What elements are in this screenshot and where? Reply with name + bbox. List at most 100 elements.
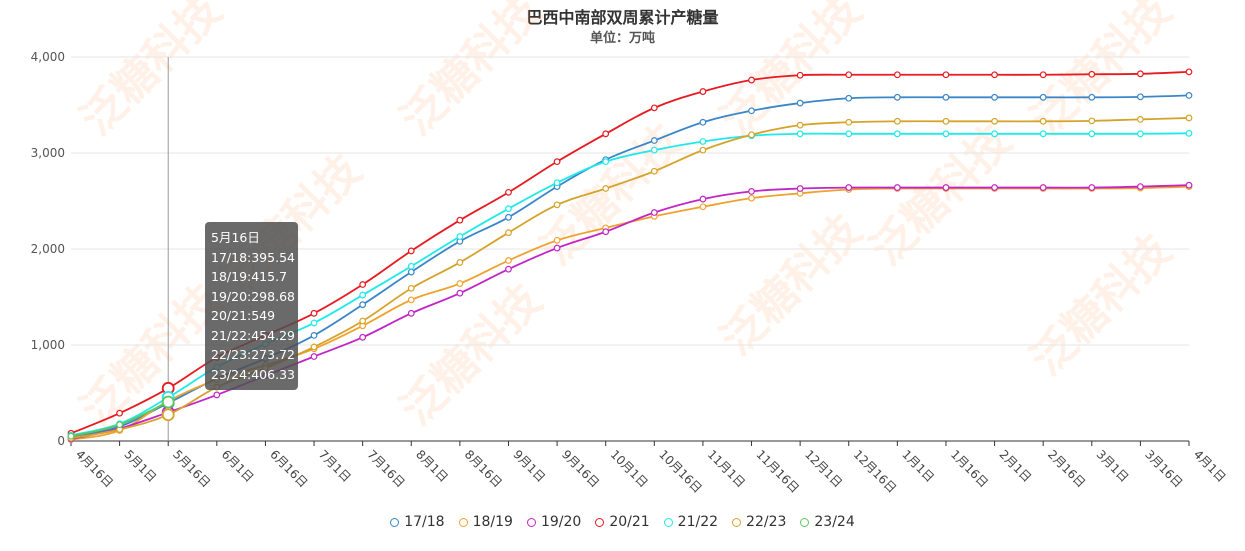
data-point[interactable] xyxy=(893,184,901,191)
data-point[interactable] xyxy=(893,93,901,101)
data-point[interactable] xyxy=(650,146,658,154)
data-point[interactable] xyxy=(699,138,707,145)
data-point[interactable] xyxy=(407,247,415,255)
data-point[interactable] xyxy=(748,107,755,115)
data-point[interactable] xyxy=(359,291,367,299)
data-point[interactable] xyxy=(1136,70,1144,78)
data-point[interactable] xyxy=(310,353,318,360)
data-point[interactable] xyxy=(991,71,998,79)
data-point[interactable] xyxy=(1185,114,1193,122)
data-point[interactable] xyxy=(748,187,755,195)
data-point[interactable] xyxy=(310,319,318,327)
data-point[interactable] xyxy=(1136,115,1144,123)
data-point[interactable] xyxy=(942,71,950,79)
data-point[interactable] xyxy=(456,259,464,266)
data-point[interactable] xyxy=(650,167,658,175)
data-point[interactable] xyxy=(1039,184,1047,191)
data-point[interactable] xyxy=(602,158,610,166)
data-point[interactable] xyxy=(796,185,804,192)
data-point[interactable] xyxy=(699,203,707,211)
data-point[interactable] xyxy=(553,158,561,166)
data-point[interactable] xyxy=(310,309,318,317)
data-point[interactable] xyxy=(796,130,804,138)
data-point[interactable] xyxy=(505,265,512,273)
data-point[interactable] xyxy=(116,409,124,417)
data-point[interactable] xyxy=(845,71,853,79)
data-point[interactable] xyxy=(1088,70,1096,78)
legend-item[interactable]: 17/18 xyxy=(390,514,445,530)
data-point[interactable] xyxy=(942,93,950,101)
data-point[interactable] xyxy=(553,179,561,187)
data-point[interactable] xyxy=(650,209,658,216)
data-point[interactable] xyxy=(893,71,901,79)
data-point[interactable] xyxy=(359,281,367,288)
data-point[interactable] xyxy=(942,130,950,138)
data-point[interactable] xyxy=(796,121,804,129)
data-point[interactable] xyxy=(1185,91,1193,99)
data-point[interactable] xyxy=(553,201,561,209)
data-point[interactable] xyxy=(748,194,755,202)
data-point[interactable] xyxy=(553,244,561,252)
data-point[interactable] xyxy=(650,137,658,144)
data-point[interactable] xyxy=(456,216,464,224)
data-point[interactable] xyxy=(942,117,950,125)
data-point[interactable] xyxy=(553,236,561,244)
data-point[interactable] xyxy=(845,94,853,102)
legend-item[interactable]: 19/20 xyxy=(526,514,581,530)
data-point[interactable] xyxy=(893,130,901,138)
data-point[interactable] xyxy=(699,195,707,203)
data-point[interactable] xyxy=(942,184,950,191)
data-point[interactable] xyxy=(699,88,707,95)
data-point[interactable] xyxy=(456,233,464,240)
data-point[interactable] xyxy=(1088,117,1096,125)
data-point[interactable] xyxy=(456,280,464,287)
legend-item[interactable]: 20/21 xyxy=(595,514,650,530)
data-point[interactable] xyxy=(845,130,853,138)
legend-item[interactable]: 22/23 xyxy=(732,514,786,530)
data-point[interactable] xyxy=(407,309,415,317)
legend-item[interactable]: 23/24 xyxy=(800,514,855,530)
data-point[interactable] xyxy=(699,118,707,126)
data-point[interactable] xyxy=(1088,130,1096,138)
data-point[interactable] xyxy=(650,104,658,112)
data-point[interactable] xyxy=(602,228,610,236)
data-point[interactable] xyxy=(796,71,804,79)
data-point[interactable] xyxy=(845,118,853,126)
data-point[interactable] xyxy=(456,289,464,297)
data-point[interactable] xyxy=(161,408,175,422)
data-point[interactable] xyxy=(1136,130,1144,138)
data-point[interactable] xyxy=(359,333,367,341)
data-point[interactable] xyxy=(359,317,367,325)
data-point[interactable] xyxy=(310,343,318,351)
data-point[interactable] xyxy=(213,391,221,399)
data-point[interactable] xyxy=(505,229,512,237)
data-point[interactable] xyxy=(407,268,415,276)
data-point[interactable] xyxy=(991,93,998,101)
data-point[interactable] xyxy=(1185,129,1193,137)
data-point[interactable] xyxy=(1039,117,1047,125)
data-point[interactable] xyxy=(310,332,318,339)
data-point[interactable] xyxy=(796,99,804,107)
data-point[interactable] xyxy=(67,432,75,440)
data-point[interactable] xyxy=(505,213,512,221)
data-point[interactable] xyxy=(505,205,512,213)
data-point[interactable] xyxy=(991,184,998,191)
data-point[interactable] xyxy=(505,188,512,196)
data-point[interactable] xyxy=(893,117,901,125)
data-point[interactable] xyxy=(699,146,707,154)
data-point[interactable] xyxy=(407,262,415,270)
data-point[interactable] xyxy=(407,284,415,292)
data-point[interactable] xyxy=(1185,68,1193,76)
data-point[interactable] xyxy=(1039,71,1047,79)
data-point[interactable] xyxy=(1039,130,1047,138)
data-point[interactable] xyxy=(359,301,367,309)
data-point[interactable] xyxy=(1185,181,1193,189)
legend-item[interactable]: 21/22 xyxy=(663,514,718,530)
data-point[interactable] xyxy=(1136,183,1144,191)
data-point[interactable] xyxy=(748,76,755,84)
data-point[interactable] xyxy=(1088,93,1096,101)
data-point[interactable] xyxy=(845,184,853,191)
data-point[interactable] xyxy=(161,395,175,409)
data-point[interactable] xyxy=(991,130,998,138)
